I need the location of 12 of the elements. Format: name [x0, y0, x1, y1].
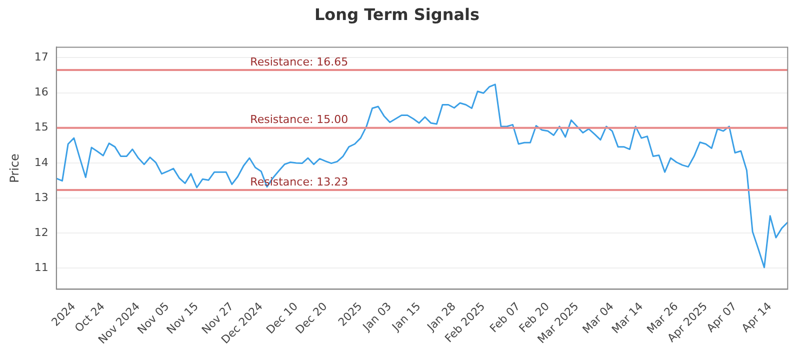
- y-tick-label: 17: [34, 50, 48, 64]
- y-tick-label: 11: [34, 261, 48, 274]
- y-axis-title: Price: [7, 154, 22, 183]
- ref-line-label: Resistance: 15.00: [250, 113, 348, 126]
- y-tick-label: 16: [34, 86, 48, 99]
- y-tick-label: 15: [34, 120, 48, 134]
- y-tick-label: 12: [34, 226, 48, 239]
- y-tick-label: 14: [34, 156, 48, 169]
- y-tick-label: 13: [34, 190, 48, 204]
- x-tick-label: Apr 14: [739, 300, 774, 335]
- chart-title: Long Term Signals: [314, 4, 480, 24]
- ref-line-label: Resistance: 16.65: [250, 55, 348, 68]
